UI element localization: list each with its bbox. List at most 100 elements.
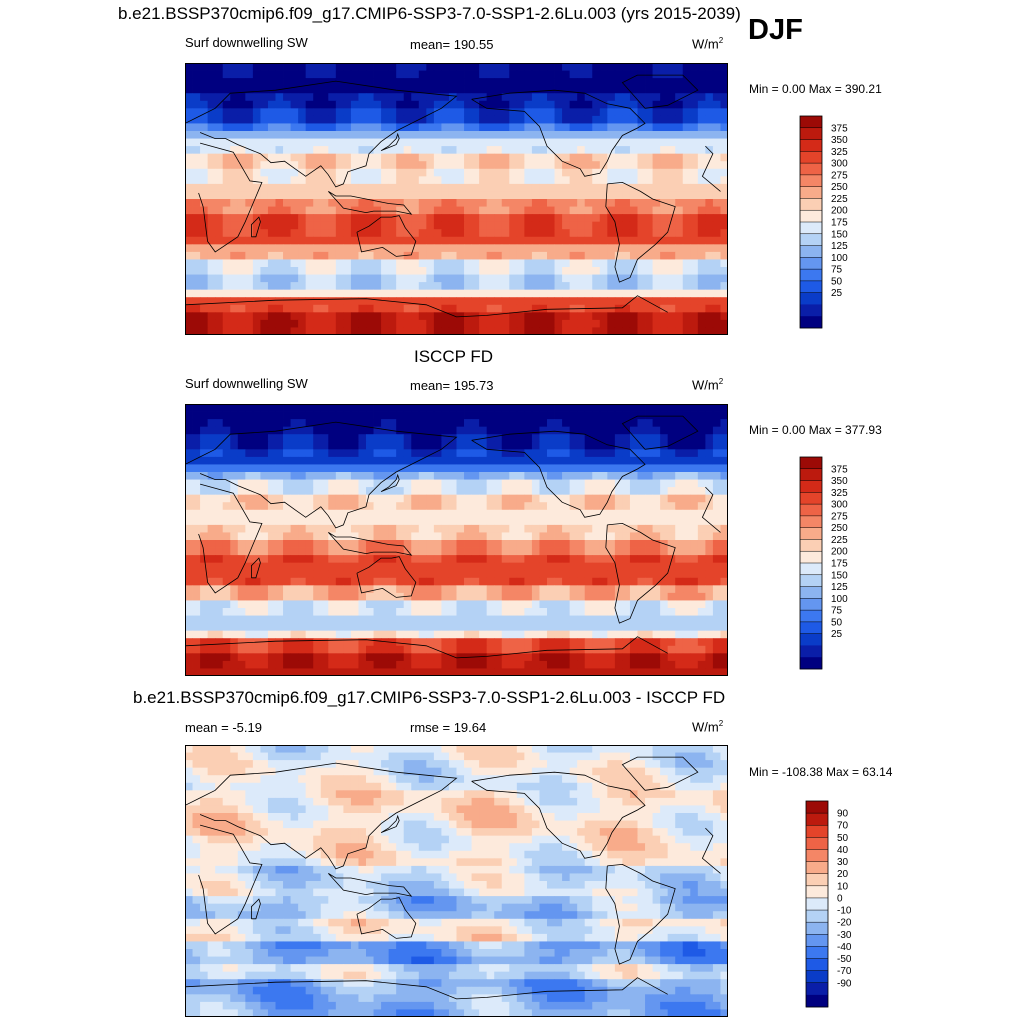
field-cell <box>396 426 405 435</box>
field-cell <box>320 502 329 511</box>
field-cell <box>547 251 555 260</box>
field-cell <box>298 562 307 571</box>
field-cell <box>682 146 691 155</box>
field-cell <box>403 487 412 496</box>
field-cell <box>562 214 571 223</box>
field-cell <box>418 524 427 533</box>
field-cell <box>705 327 714 335</box>
panel1-variable: Surf downwelling SW <box>185 35 308 50</box>
field-cell <box>682 623 691 632</box>
field-cell <box>448 229 457 238</box>
field-cell <box>335 585 344 594</box>
field-cell <box>366 532 374 541</box>
field-cell <box>313 70 322 79</box>
field-cell <box>343 78 352 87</box>
field-cell <box>343 487 352 496</box>
field-cell <box>366 517 374 526</box>
field-cell <box>660 100 669 109</box>
field-cell <box>652 608 661 616</box>
field-cell <box>222 426 231 435</box>
field-cell <box>350 176 359 185</box>
field-cell <box>448 540 457 548</box>
field-cell <box>320 319 329 328</box>
field-cell <box>290 108 299 117</box>
field-cell <box>682 100 691 109</box>
field-cell <box>697 297 706 306</box>
field-cell <box>697 570 706 579</box>
field-cell <box>660 509 669 518</box>
field-cell <box>584 487 593 496</box>
field-cell <box>720 312 728 321</box>
field-cell <box>479 592 488 601</box>
field-cell <box>290 100 299 109</box>
field-cell <box>275 274 284 283</box>
field-cell <box>388 585 397 594</box>
field-cell <box>343 244 352 253</box>
field-cell <box>524 93 533 102</box>
field-cell <box>388 472 397 480</box>
field-cell <box>343 153 352 162</box>
field-cell <box>313 327 322 335</box>
field-cell <box>629 547 638 556</box>
field-cell <box>298 183 307 192</box>
field-cell <box>305 214 314 223</box>
field-cell <box>667 577 676 586</box>
field-cell <box>373 464 382 473</box>
field-cell <box>509 93 518 102</box>
field-cell <box>486 282 495 291</box>
field-cell <box>366 419 374 428</box>
field-cell <box>275 78 284 87</box>
field-cell <box>200 494 209 503</box>
field-cell <box>524 472 533 480</box>
field-cell <box>645 577 653 586</box>
field-cell <box>705 562 714 571</box>
field-cell <box>283 267 291 275</box>
field-cell <box>456 456 465 465</box>
field-cell <box>562 441 571 450</box>
field-cell <box>516 479 525 488</box>
field-cell <box>433 517 442 526</box>
field-cell <box>516 93 525 102</box>
field-cell <box>373 85 382 94</box>
field-cell <box>697 464 706 473</box>
field-cell <box>252 592 261 601</box>
field-cell <box>305 267 314 275</box>
field-cell <box>260 630 269 639</box>
field-cell <box>629 404 638 412</box>
field-cell <box>305 638 314 647</box>
field-cell <box>245 600 254 609</box>
field-cell <box>343 638 352 647</box>
field-cell <box>629 456 638 465</box>
field-cell <box>320 419 329 428</box>
field-cell <box>637 206 646 215</box>
field-cell <box>230 623 239 632</box>
field-cell <box>464 138 472 147</box>
field-cell <box>554 85 563 94</box>
field-cell <box>486 479 495 488</box>
field-cell <box>358 441 367 450</box>
field-cell <box>343 108 352 117</box>
field-cell <box>501 70 510 79</box>
field-cell <box>373 183 382 192</box>
field-cell <box>637 153 646 162</box>
field-cell <box>547 327 555 335</box>
field-cell <box>456 592 465 601</box>
field-cell <box>320 532 329 541</box>
field-cell <box>456 214 465 223</box>
field-cell <box>607 472 616 480</box>
field-cell <box>230 251 239 260</box>
field-cell <box>645 274 653 283</box>
field-cell <box>283 547 291 556</box>
field-cell <box>607 547 616 556</box>
field-cell <box>720 555 728 564</box>
field-cell <box>290 449 299 458</box>
field-cell <box>516 304 525 313</box>
field-cell <box>562 176 571 185</box>
field-cell <box>456 540 465 548</box>
field-cell <box>350 577 359 586</box>
field-cell <box>562 85 571 94</box>
field-cell <box>381 456 390 465</box>
field-cell <box>373 236 382 245</box>
field-cell <box>592 592 601 601</box>
field-cell <box>252 411 261 420</box>
